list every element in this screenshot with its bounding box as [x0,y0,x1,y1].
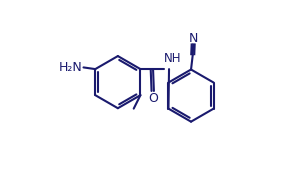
Text: NH: NH [164,52,182,65]
Text: N: N [189,32,198,45]
Text: H₂N: H₂N [59,61,83,74]
Text: O: O [148,92,158,105]
